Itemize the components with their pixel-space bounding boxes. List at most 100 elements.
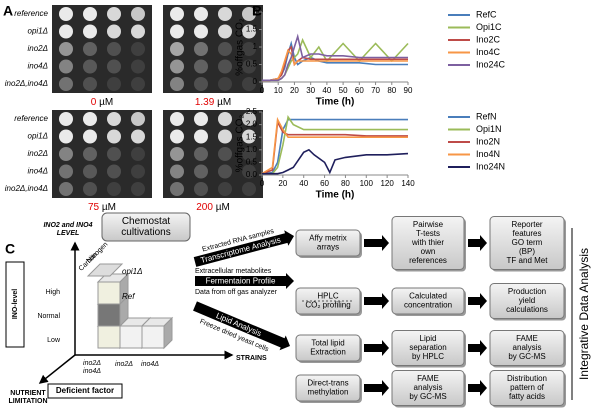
cube-back xyxy=(86,263,124,277)
box-text: features xyxy=(513,229,542,238)
box-text: Direct-trans xyxy=(307,379,348,388)
cube-front xyxy=(97,325,121,349)
x-tick-label: 10 xyxy=(274,86,283,95)
colony-spot xyxy=(194,24,208,39)
colony-spot xyxy=(131,7,145,21)
data-line xyxy=(261,118,408,175)
strain-label: ino2Δ,ino4Δ xyxy=(5,79,48,88)
box-text: HPLC xyxy=(317,292,339,301)
colony-spot xyxy=(59,112,73,126)
concentration-unit: µM xyxy=(102,202,116,213)
axis-title: LEVEL xyxy=(57,230,80,237)
concentration-amount: 75 xyxy=(88,202,100,213)
y-tick-label: 1 xyxy=(253,42,258,51)
x-tick-label: 120 xyxy=(380,179,394,188)
axis-title: INO2 and INO4 xyxy=(43,222,92,229)
x-tick-label: 20 xyxy=(278,179,287,188)
concentration-unit: µM xyxy=(99,97,113,108)
y-tick-label: 2.0 xyxy=(246,120,258,129)
x-axis-label: Time (h) xyxy=(316,190,355,201)
y-tick-label: 0.5 xyxy=(246,158,258,167)
colony-spot xyxy=(218,164,232,179)
cube-front xyxy=(141,325,165,349)
colony-spot xyxy=(242,164,256,179)
colony-spot xyxy=(83,42,97,56)
box-text: Affy metrix xyxy=(309,234,347,243)
process-box xyxy=(295,334,361,362)
box-text: by GC-MS xyxy=(409,392,446,401)
data-line xyxy=(261,116,408,175)
colony-spot xyxy=(83,77,97,91)
box-text: Production xyxy=(508,287,546,296)
concentration-amount: 1.39 xyxy=(195,97,215,108)
x-tick-label: 40 xyxy=(322,86,331,95)
y-axis-label: %offgas CO₂ xyxy=(235,18,246,76)
colony-spot xyxy=(218,59,232,74)
box-text: arrays xyxy=(317,243,339,252)
colony-spot xyxy=(242,112,256,126)
box-text: concentration xyxy=(404,301,452,310)
route-note: Data from off gas analyzer xyxy=(195,289,278,296)
y-tick-label: 2 xyxy=(253,7,258,16)
x-tick-label: 20 xyxy=(290,86,299,95)
panel-label: B xyxy=(252,3,262,19)
colony-spot xyxy=(107,164,121,179)
box-text: (BP) xyxy=(519,247,535,256)
colony-spot xyxy=(59,7,73,21)
colony-spot xyxy=(194,147,208,161)
colony-spot xyxy=(170,42,184,56)
strain-label: opi1Δ xyxy=(122,267,143,276)
x-tick-label: 50 xyxy=(339,86,348,95)
box-text: FAME xyxy=(516,334,538,343)
legend-label: Ino24N xyxy=(476,161,505,171)
process-box xyxy=(295,229,361,257)
colony-spot xyxy=(194,112,208,126)
box-text: Distribution xyxy=(507,374,547,383)
box-text: own xyxy=(421,247,436,256)
legend-label: RefC xyxy=(476,9,497,19)
colony-spot xyxy=(83,164,97,179)
box-text: GO term xyxy=(512,238,543,247)
colony-spot xyxy=(131,129,145,144)
colony-spot xyxy=(131,147,145,161)
ino-level-bracket xyxy=(5,261,25,348)
colony-spot xyxy=(107,147,121,161)
process-box xyxy=(489,330,565,366)
process-box xyxy=(489,370,565,406)
process-box xyxy=(391,287,465,315)
route-band: Fermentaion Profile xyxy=(195,273,294,289)
colony-spot xyxy=(170,24,184,39)
legend-label: Ino24C xyxy=(476,59,506,69)
colony-spot xyxy=(131,164,145,179)
box-text: by HPLC xyxy=(412,352,444,361)
strain-label: ino4Δ xyxy=(141,361,159,368)
ino-level-label: INO-level xyxy=(12,289,19,319)
process-box xyxy=(391,330,465,366)
x-tick-label: 90 xyxy=(404,86,413,95)
level-label: High xyxy=(46,289,61,296)
x-tick-label: 60 xyxy=(355,86,364,95)
x-tick-label: 100 xyxy=(360,179,374,188)
panel-label: A xyxy=(3,3,13,19)
deficient-box xyxy=(47,383,123,399)
colony-spot xyxy=(242,77,256,91)
colony-spot xyxy=(83,182,97,196)
strain-label: ino2Δ xyxy=(28,149,49,158)
colony-spot xyxy=(218,182,232,196)
colony-spot xyxy=(242,7,256,21)
box-text: Reporter xyxy=(511,220,542,229)
colony-spot xyxy=(107,59,121,74)
flow-arrow xyxy=(468,380,487,396)
box-text: calculations xyxy=(506,305,548,314)
panel-label: C xyxy=(5,241,15,257)
strain-label: ino4Δ xyxy=(28,62,49,71)
strain-label: reference xyxy=(14,114,48,123)
y-tick-label: 2.5 xyxy=(246,107,258,116)
colony-spot xyxy=(242,24,256,39)
colony-spot xyxy=(107,7,121,21)
colony-spot xyxy=(194,42,208,56)
box-text: analysis xyxy=(414,383,443,392)
data-line xyxy=(262,37,409,82)
colony-spot xyxy=(59,147,73,161)
data-line xyxy=(262,114,408,175)
